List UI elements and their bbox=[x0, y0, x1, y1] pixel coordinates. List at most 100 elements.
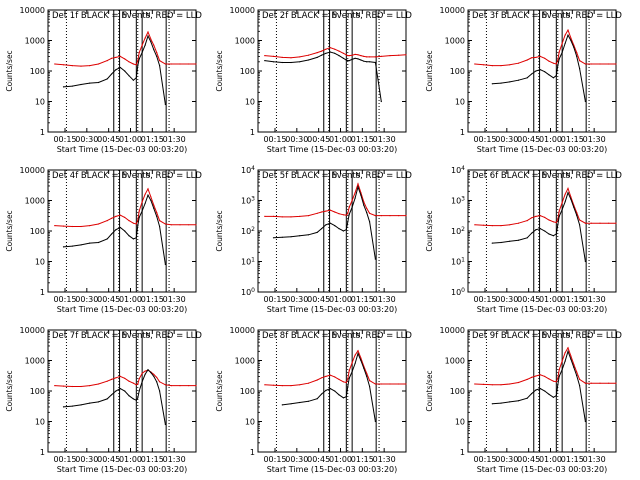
events-series-line-point bbox=[281, 236, 283, 238]
events-series-line-point bbox=[548, 233, 550, 235]
lld-series-line-point bbox=[570, 37, 572, 39]
events-series-line-point bbox=[345, 396, 347, 398]
lld-series-line-point bbox=[491, 225, 493, 227]
x-tick-label: 00:15 bbox=[53, 295, 76, 304]
interval-label-mark: L bbox=[165, 11, 169, 19]
lld-series-line-point bbox=[535, 215, 537, 217]
events-series-line-point bbox=[321, 228, 323, 230]
lld-series-line-point bbox=[159, 60, 161, 62]
panel-title: Det 2f BLACK = Events, RED = LLD bbox=[262, 11, 412, 21]
events-series-line-point bbox=[491, 403, 493, 405]
events-series-line-point bbox=[334, 225, 336, 227]
y-axis-label: Counts/sec bbox=[215, 50, 224, 91]
events-series-line-point bbox=[71, 85, 73, 87]
interval-label-mark: L bbox=[165, 171, 169, 179]
events-series-line-point bbox=[329, 388, 331, 390]
y-tick-label: 10000 bbox=[440, 326, 465, 335]
x-tick-label: 01:30 bbox=[373, 455, 396, 464]
events-series-line-point bbox=[539, 228, 541, 230]
y-tick-label: 100 bbox=[30, 67, 45, 76]
lld-series-line-point bbox=[474, 383, 476, 385]
events-series-line-point bbox=[299, 235, 301, 237]
events-series-line-point bbox=[132, 398, 134, 400]
lld-series-line bbox=[54, 187, 196, 227]
y-tick-label: 10000 bbox=[20, 326, 45, 335]
events-series-line-point bbox=[338, 228, 340, 230]
events-series-line-point bbox=[544, 71, 546, 73]
lld-series-line-point bbox=[299, 215, 301, 217]
lld-series-line-point bbox=[153, 204, 155, 206]
events-series-line-point bbox=[517, 400, 520, 402]
panel-title: Det 5f BLACK = Events, RED = LLD bbox=[262, 171, 412, 181]
x-tick-label: 01:00 bbox=[539, 295, 562, 304]
lld-series-line-point bbox=[290, 385, 292, 387]
events-series-line-point bbox=[576, 214, 578, 216]
panel-title: Det 8f BLACK = Events, RED = LLD bbox=[262, 331, 412, 341]
lld-series-line-point bbox=[144, 193, 146, 195]
lld-series-line-point bbox=[552, 62, 555, 64]
lld-series-line-point bbox=[325, 375, 327, 377]
events-series-line-point bbox=[299, 401, 301, 404]
x-axis-label: Start Time (15-Dec-03 00:03:20) bbox=[57, 305, 188, 314]
lld-series-line-point bbox=[531, 57, 533, 59]
events-series-line-point bbox=[558, 215, 560, 217]
x-tick-label: 00:15 bbox=[473, 135, 496, 144]
lld-series-line-point bbox=[608, 222, 610, 224]
lld-series-line-point bbox=[132, 382, 134, 384]
lld-series-line-point bbox=[119, 375, 121, 377]
lld-series-line-point bbox=[405, 383, 407, 385]
events-series-line-point bbox=[584, 260, 587, 263]
lld-series-line-point bbox=[321, 50, 323, 52]
events-series-line-point bbox=[62, 246, 65, 248]
y-tick-label: 1000 bbox=[445, 37, 465, 46]
lld-series-line-point bbox=[539, 374, 541, 376]
interval-label-mark: N bbox=[565, 11, 570, 19]
x-tick-label: 00:30 bbox=[75, 135, 98, 144]
x-tick-label: 00:30 bbox=[285, 135, 308, 144]
lld-series-line-point bbox=[552, 380, 555, 382]
y-tick-label: 1 bbox=[40, 448, 45, 457]
events-series-line-point bbox=[535, 229, 537, 231]
lld-series-line-point bbox=[342, 381, 344, 383]
events-series-line-point bbox=[531, 73, 533, 75]
x-tick-label: 01:00 bbox=[119, 135, 142, 144]
lld-series-line bbox=[474, 346, 616, 386]
events-series-line-point bbox=[325, 224, 327, 226]
lld-series-line-point bbox=[555, 381, 557, 383]
y-tick-label: 104 bbox=[451, 165, 465, 175]
events-series-line-point bbox=[579, 68, 581, 70]
events-series-line-point bbox=[369, 385, 371, 388]
y-tick-label: 10 bbox=[35, 418, 45, 427]
events-series-line-point bbox=[345, 229, 347, 231]
events-series-line-point bbox=[500, 241, 502, 244]
interval-label-mark: N bbox=[542, 331, 547, 339]
events-series-line-point bbox=[555, 395, 557, 397]
events-series-line-point bbox=[138, 216, 140, 218]
y-axis-label: Counts/sec bbox=[215, 210, 224, 251]
x-tick-label: 00:45 bbox=[517, 135, 540, 144]
y-tick-label: 1 bbox=[460, 448, 465, 457]
lld-series-line-point bbox=[80, 65, 82, 67]
lld-series-line-point bbox=[347, 55, 349, 57]
y-tick-label: 10 bbox=[245, 98, 255, 107]
x-tick-label: 01:15 bbox=[561, 135, 584, 144]
events-series-line-point bbox=[564, 201, 566, 203]
events-series-line-point bbox=[307, 400, 310, 402]
y-tick-label: 1 bbox=[40, 128, 45, 137]
events-series-line-point bbox=[557, 65, 559, 67]
events-series-line-point bbox=[159, 390, 161, 392]
panel-det-9f: Det 9f BLACK = Events, RED = LLD 1 10 100 10… bbox=[425, 326, 622, 474]
lld-series-line-point bbox=[389, 215, 391, 217]
lld-series-line-point bbox=[360, 55, 362, 57]
panel-title: Det 1f BLACK = Events, RED = LLD bbox=[52, 11, 202, 21]
lld-series-line-point bbox=[389, 383, 391, 385]
interval-label-mark: L bbox=[585, 331, 589, 339]
lld-series-line-point bbox=[557, 218, 559, 220]
lld-series-line-point bbox=[544, 57, 546, 59]
events-series-line-point bbox=[567, 34, 569, 36]
y-tick-label: 10 bbox=[455, 418, 465, 427]
events-series-line-point bbox=[374, 258, 376, 260]
lld-series-line-point bbox=[345, 381, 347, 384]
lld-series-line-point bbox=[584, 382, 587, 384]
lld-series-line-point bbox=[558, 369, 560, 371]
